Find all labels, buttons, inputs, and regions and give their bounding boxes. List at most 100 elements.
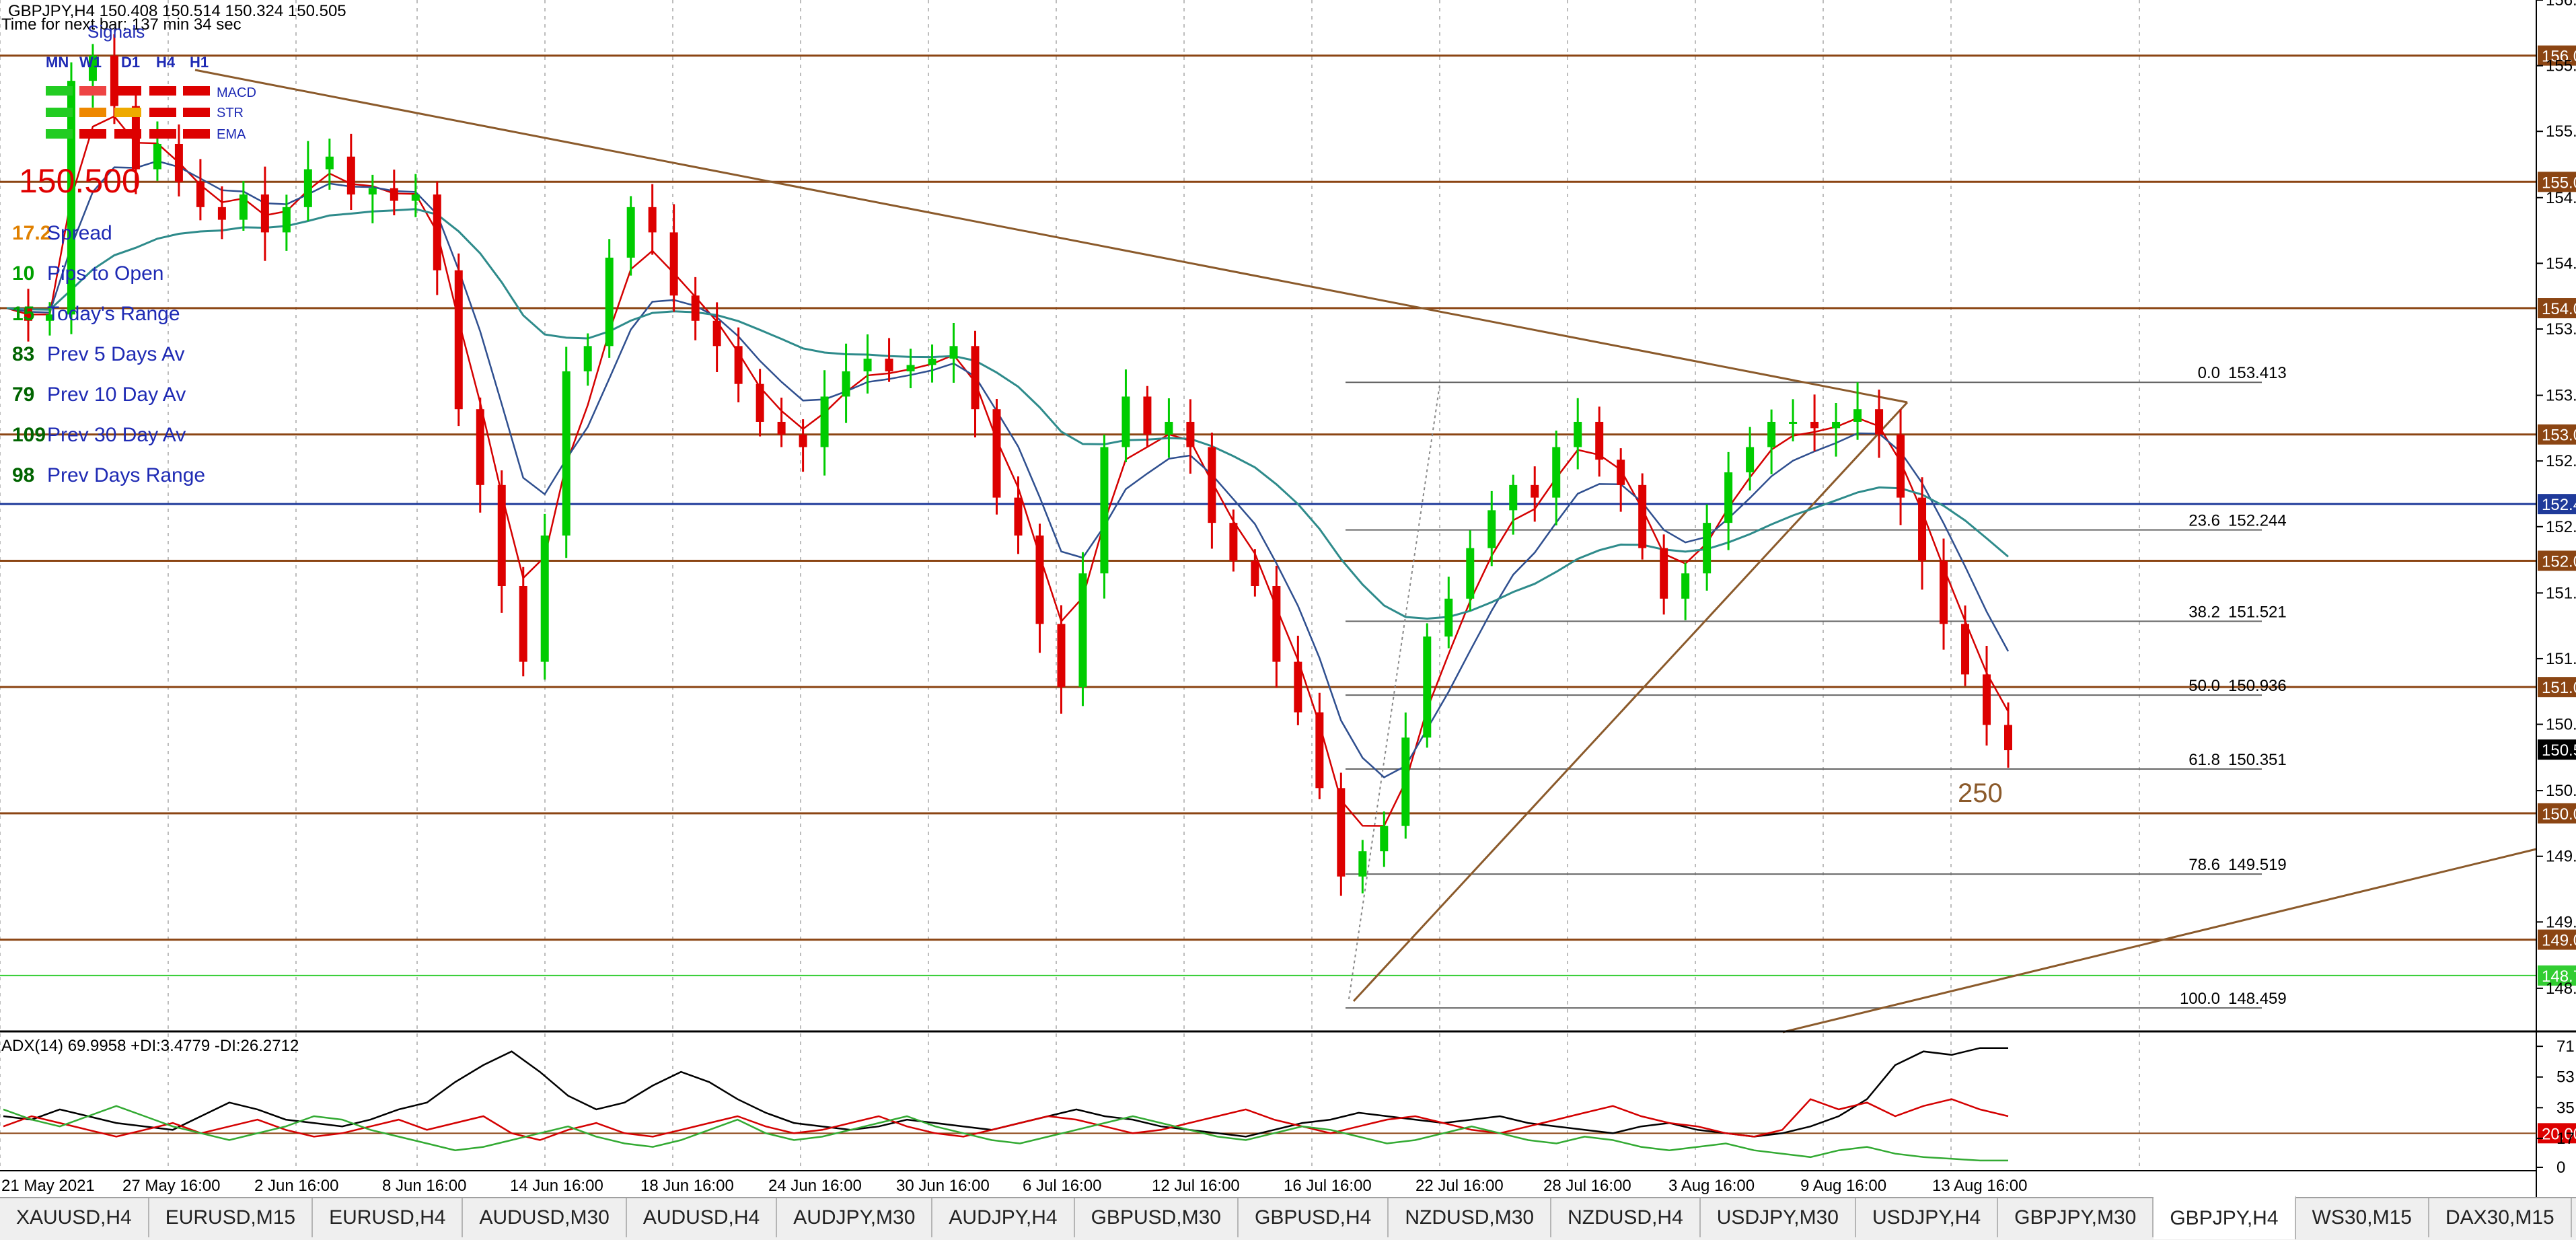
candle-body — [1853, 409, 1862, 422]
level-price-box — [2538, 424, 2576, 445]
chart-tab[interactable]: EURUSD,M15 — [149, 1198, 314, 1237]
signals-matrix: MN W1 D1 H4 H1 MACD STR EMA — [46, 54, 256, 142]
adx-series-line — [3, 1098, 2009, 1141]
candle-body — [411, 194, 420, 201]
price-tick-label: 152.270 — [2546, 518, 2576, 536]
price-tick-label: 152.790 — [2546, 452, 2576, 470]
moving-average-line — [6, 160, 2010, 778]
chart-tab[interactable]: GBPUSD,H4 — [1239, 1198, 1389, 1237]
fib-level-price: 150.936 — [2228, 677, 2287, 695]
candle-body — [239, 194, 248, 220]
level-price-label: 156.000 — [2542, 48, 2576, 66]
candle-body — [1315, 712, 1324, 789]
chart-tab[interactable]: AUDUSD,M30 — [463, 1198, 627, 1237]
signal-indicator-bar — [149, 86, 176, 96]
fib-level-price: 151.521 — [2228, 603, 2287, 621]
signal-indicator-bar — [79, 108, 106, 117]
candle-body — [1552, 447, 1561, 498]
candle-body — [1014, 497, 1023, 536]
fib-level-percent: 100.0 — [2180, 990, 2220, 1008]
candle-body — [1035, 535, 1044, 624]
chart-tab[interactable]: GBPJPY,M30 — [1998, 1198, 2154, 1237]
candle-body — [842, 371, 850, 397]
candle-body — [1078, 573, 1087, 688]
price-tick-label: 154.875 — [2546, 189, 2576, 207]
price-tick-label: 151.225 — [2546, 650, 2576, 668]
candle-body — [325, 156, 334, 170]
moving-averages — [6, 115, 2010, 827]
candle-body — [110, 55, 118, 106]
signal-indicator-bar — [79, 86, 106, 96]
fib-level-percent: 38.2 — [2188, 603, 2220, 621]
level-price-box — [2538, 677, 2576, 698]
signals-title: Signals — [87, 22, 145, 42]
indicator-label-macd: MACD — [217, 85, 256, 100]
lower-trend-line — [1782, 848, 2537, 1033]
chart-tab[interactable]: NZDUSD,M30 — [1389, 1198, 1552, 1237]
chart-tab-bar: XAUUSD,H4 EURUSD,M15 EURUSD,H4 AUDUSD,M30 AU… — [0, 1196, 2576, 1240]
candle-body — [1961, 624, 1970, 675]
level-price-label: 148.716 — [2542, 968, 2576, 986]
time-tick-label: 13 Aug 16:00 — [1932, 1177, 2027, 1195]
chart-tab[interactable]: JP2 — [2572, 1198, 2576, 1237]
adx-level-label: 20.0000 — [2542, 1125, 2576, 1143]
chart-tab[interactable]: AUDUSD,H4 — [627, 1198, 778, 1237]
adx-tick-label: 0 — [2556, 1159, 2565, 1177]
chart-tab[interactable]: WS30,M15 — [2296, 1198, 2429, 1237]
chart-tab[interactable]: USDJPY,H4 — [1856, 1198, 1999, 1237]
price-tick-label: 150.180 — [2546, 782, 2576, 800]
chart-tab[interactable]: GBPUSD,M30 — [1075, 1198, 1239, 1237]
chart-tab[interactable]: XAUUSD,H4 — [0, 1198, 149, 1237]
signal-indicator-bar — [46, 108, 73, 117]
signal-indicator-bar — [46, 86, 73, 96]
candle-body — [971, 346, 980, 410]
candle-body — [282, 207, 291, 233]
candle-body — [1703, 523, 1712, 574]
info-row-value: 15 — [12, 303, 34, 325]
candle-body — [519, 585, 527, 662]
candle-body — [756, 384, 764, 422]
candle-body — [712, 320, 721, 347]
chart-tab[interactable]: DAX30,M15 — [2429, 1198, 2572, 1237]
signal-indicator-bar — [183, 129, 210, 139]
candle-body — [863, 359, 872, 371]
tf-label-d1: D1 — [121, 54, 140, 71]
level-price-label: 154.000 — [2542, 300, 2576, 318]
candlesticks — [24, 34, 2012, 896]
candle-body — [1574, 421, 1582, 447]
chart-tab[interactable]: NZDUSD,H4 — [1551, 1198, 1701, 1237]
chart-tab[interactable]: USDJPY,M30 — [1701, 1198, 1856, 1237]
time-tick-label: 14 Jun 16:00 — [510, 1177, 603, 1195]
info-row-value: 83 — [12, 343, 34, 365]
candle-body — [648, 207, 657, 233]
signal-indicator-bar — [46, 129, 73, 139]
level-price-box — [2538, 298, 2576, 319]
candle-body — [562, 371, 571, 536]
chart-tab[interactable]: AUDJPY,H4 — [932, 1198, 1075, 1237]
candle-body — [174, 143, 183, 182]
candle-body — [217, 207, 226, 220]
candle-body — [1229, 523, 1238, 561]
fib-level-percent: 0.0 — [2198, 364, 2220, 382]
candle-body — [476, 409, 484, 485]
price-tick-label: 154.355 — [2546, 254, 2576, 272]
info-row-label: Today's Range — [47, 303, 180, 325]
chart-tab[interactable]: GBPJPY,H4 — [2154, 1196, 2296, 1239]
level-price-box — [2538, 172, 2576, 192]
candle-body — [799, 434, 807, 447]
candle-body — [88, 55, 97, 81]
candle-body — [820, 396, 829, 447]
chart-tab[interactable]: AUDJPY,M30 — [777, 1198, 933, 1237]
time-tick-label: 6 Jul 16:00 — [1023, 1177, 1101, 1195]
price-tick-label: 150.705 — [2546, 716, 2576, 734]
chart-tab[interactable]: EURUSD,H4 — [313, 1198, 464, 1237]
time-tick-label: 28 Jul 16:00 — [1543, 1177, 1631, 1195]
candle-body — [1897, 434, 1905, 498]
candle-body — [626, 207, 635, 258]
bar-timer: Time for next bar: 137 min 34 sec — [1, 15, 242, 34]
time-tick-label: 2 Jun 16:00 — [254, 1177, 338, 1195]
level-price-box — [2538, 739, 2576, 760]
candle-body — [777, 421, 786, 435]
candle-body — [906, 365, 915, 371]
